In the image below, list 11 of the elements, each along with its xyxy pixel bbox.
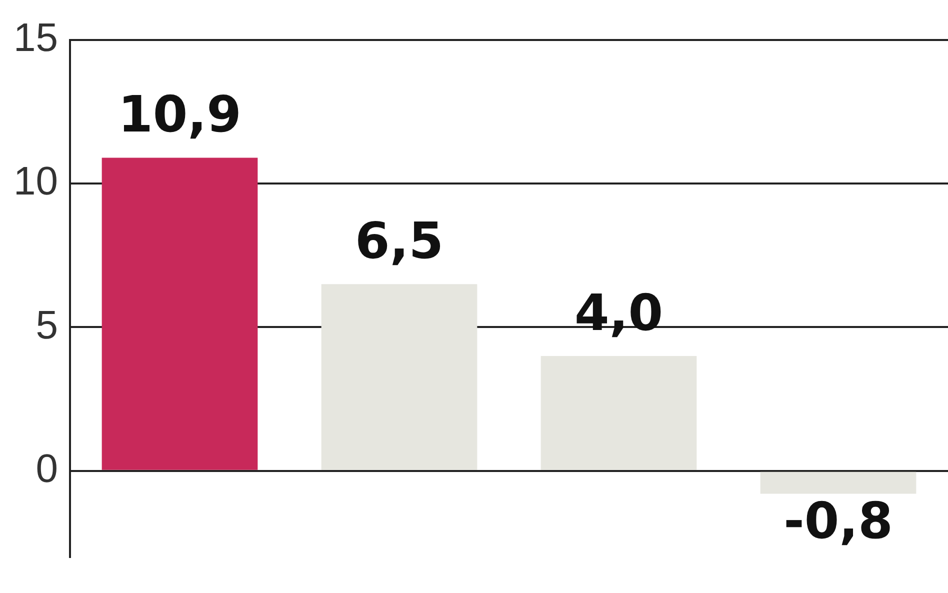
data-label: 6,5 bbox=[354, 212, 444, 270]
bar bbox=[760, 472, 916, 494]
data-label: -0,8 bbox=[784, 492, 893, 550]
y-tick-label: 10 bbox=[14, 160, 58, 204]
bar bbox=[540, 356, 697, 470]
data-label: 10,9 bbox=[118, 86, 242, 144]
y-tick-label: 5 bbox=[36, 303, 58, 348]
bar bbox=[102, 158, 258, 470]
bar bbox=[321, 284, 478, 470]
y-tick-label: 0 bbox=[36, 446, 58, 491]
y-tick-label: 15 bbox=[14, 16, 58, 60]
